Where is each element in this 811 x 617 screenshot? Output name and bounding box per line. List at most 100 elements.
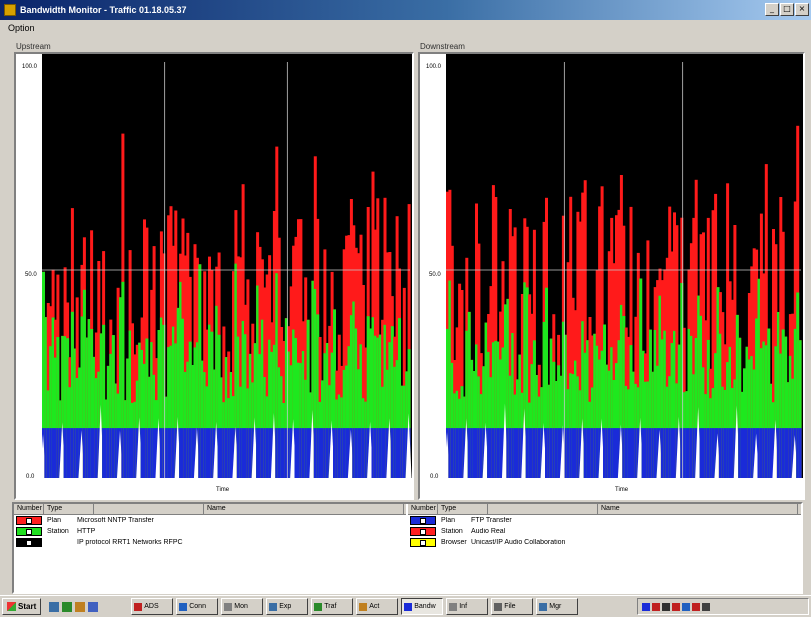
- legend-row[interactable]: Station Audio Real: [408, 526, 801, 537]
- blue-bar: [155, 428, 158, 478]
- green-bar: [726, 362, 730, 478]
- red-bar: [395, 216, 399, 478]
- green-bar: [405, 371, 409, 478]
- clock-icon[interactable]: [702, 602, 710, 611]
- close-icon[interactable]: ×: [795, 3, 809, 16]
- upstream-chart: 100.0 50.0 0.0 Time: [14, 52, 414, 500]
- desktop-icon[interactable]: [49, 601, 60, 612]
- taskbar-button[interactable]: Inf: [446, 598, 489, 615]
- x-axis-strip: [420, 478, 803, 498]
- window-titlebar[interactable]: Bandwidth Monitor - Traffic 01.18.05.37 …: [0, 0, 811, 20]
- blue-bar: [588, 428, 592, 478]
- red-bar: [183, 255, 187, 478]
- legend-row[interactable]: Plan Microsoft NNTP Transfer: [14, 515, 406, 526]
- legend-swatch[interactable]: [16, 538, 42, 547]
- blue-bar: [364, 428, 368, 478]
- legend-swatch[interactable]: [410, 538, 436, 547]
- blue-bar: [150, 428, 154, 478]
- col-name[interactable]: Name: [204, 504, 404, 514]
- blue-bar: [547, 428, 551, 478]
- minimize-icon[interactable]: _: [765, 3, 779, 16]
- network-icon[interactable]: [642, 602, 650, 611]
- taskbar-button[interactable]: File: [491, 598, 534, 615]
- green-bar: [145, 338, 149, 478]
- green-bar: [586, 340, 590, 478]
- taskbar-button[interactable]: ADS: [131, 598, 174, 615]
- red-bar: [764, 164, 768, 478]
- green-bar: [796, 292, 800, 478]
- blue-bar: [779, 428, 783, 478]
- blue-bar: [491, 428, 495, 478]
- antivirus-icon[interactable]: [692, 602, 700, 611]
- green-bar: [284, 318, 288, 478]
- legend-row[interactable]: Browser Unicast/IP Audio Collaboration: [408, 537, 801, 548]
- red-bar: [508, 209, 512, 478]
- blue-bar: [321, 428, 324, 478]
- green-bar: [306, 319, 310, 478]
- legend-row[interactable]: IP protocol RRT1 Networks RFPC: [14, 537, 406, 548]
- alert-icon[interactable]: [672, 602, 680, 611]
- taskbar-button[interactable]: Bandw: [401, 598, 444, 615]
- blue-bar: [102, 428, 106, 478]
- blue-bar: [297, 428, 300, 478]
- taskbar-button[interactable]: Mon: [221, 598, 264, 615]
- col-number[interactable]: Number: [14, 504, 44, 514]
- col-blank[interactable]: [488, 504, 598, 514]
- mail-icon[interactable]: [75, 601, 86, 612]
- red-bar: [772, 229, 775, 478]
- blue-bar: [236, 428, 240, 478]
- red-bar: [576, 211, 580, 479]
- green-bar: [119, 297, 122, 478]
- legend-swatch[interactable]: [16, 527, 42, 536]
- legend-name: Audio Real: [471, 528, 506, 535]
- legend-swatch[interactable]: [16, 516, 42, 525]
- blue-bar: [376, 428, 380, 478]
- green-bar: [574, 360, 577, 478]
- legend-header: Number Type Name: [408, 504, 801, 515]
- green-bar: [781, 329, 785, 478]
- col-blank[interactable]: [94, 504, 204, 514]
- volume-icon[interactable]: [662, 602, 670, 611]
- blue-bar: [759, 428, 763, 478]
- blue-bar: [576, 428, 580, 478]
- media-icon[interactable]: [88, 601, 99, 612]
- col-type[interactable]: Type: [44, 504, 94, 514]
- red-bar: [588, 317, 592, 478]
- blue-bar: [745, 428, 749, 478]
- browser-icon[interactable]: [62, 601, 73, 612]
- maximize-icon[interactable]: □: [780, 3, 794, 16]
- blue-bar: [395, 428, 399, 478]
- col-name[interactable]: Name: [598, 504, 798, 514]
- blue-bar: [651, 428, 655, 478]
- blue-bar: [402, 428, 406, 478]
- red-bar: [711, 210, 715, 478]
- red-bar: [726, 183, 730, 479]
- legend-row[interactable]: Plan FTP Transfer: [408, 515, 801, 526]
- shield-icon[interactable]: [652, 602, 660, 611]
- legend-right: Number Type Name Plan FTP Transfer Stati…: [408, 504, 801, 592]
- green-bar: [680, 283, 684, 478]
- green-bar: [49, 346, 53, 478]
- taskbar-button[interactable]: Act: [356, 598, 399, 615]
- blue-bar: [282, 428, 286, 478]
- col-number[interactable]: Number: [408, 504, 438, 514]
- blue-bar: [299, 428, 303, 478]
- taskbar-button[interactable]: Mgr: [536, 598, 579, 615]
- blue-bar: [499, 428, 503, 478]
- legend-swatch[interactable]: [410, 516, 436, 525]
- taskbar-button[interactable]: Exp: [266, 598, 309, 615]
- blue-bar: [796, 428, 800, 478]
- taskbar-button[interactable]: Traf: [311, 598, 354, 615]
- green-bar: [342, 369, 346, 478]
- red-bar: [239, 257, 243, 478]
- blue-bar: [627, 428, 631, 478]
- legend-row[interactable]: Station HTTP: [14, 526, 406, 537]
- downstream-label: Downstream: [420, 42, 465, 51]
- menu-option[interactable]: Option: [8, 23, 35, 33]
- start-button[interactable]: Start: [2, 598, 42, 615]
- legend-swatch[interactable]: [410, 527, 436, 536]
- taskbar-button[interactable]: Conn: [176, 598, 219, 615]
- col-type[interactable]: Type: [438, 504, 488, 514]
- app-icon: [539, 602, 548, 611]
- monitor-icon[interactable]: [682, 602, 690, 611]
